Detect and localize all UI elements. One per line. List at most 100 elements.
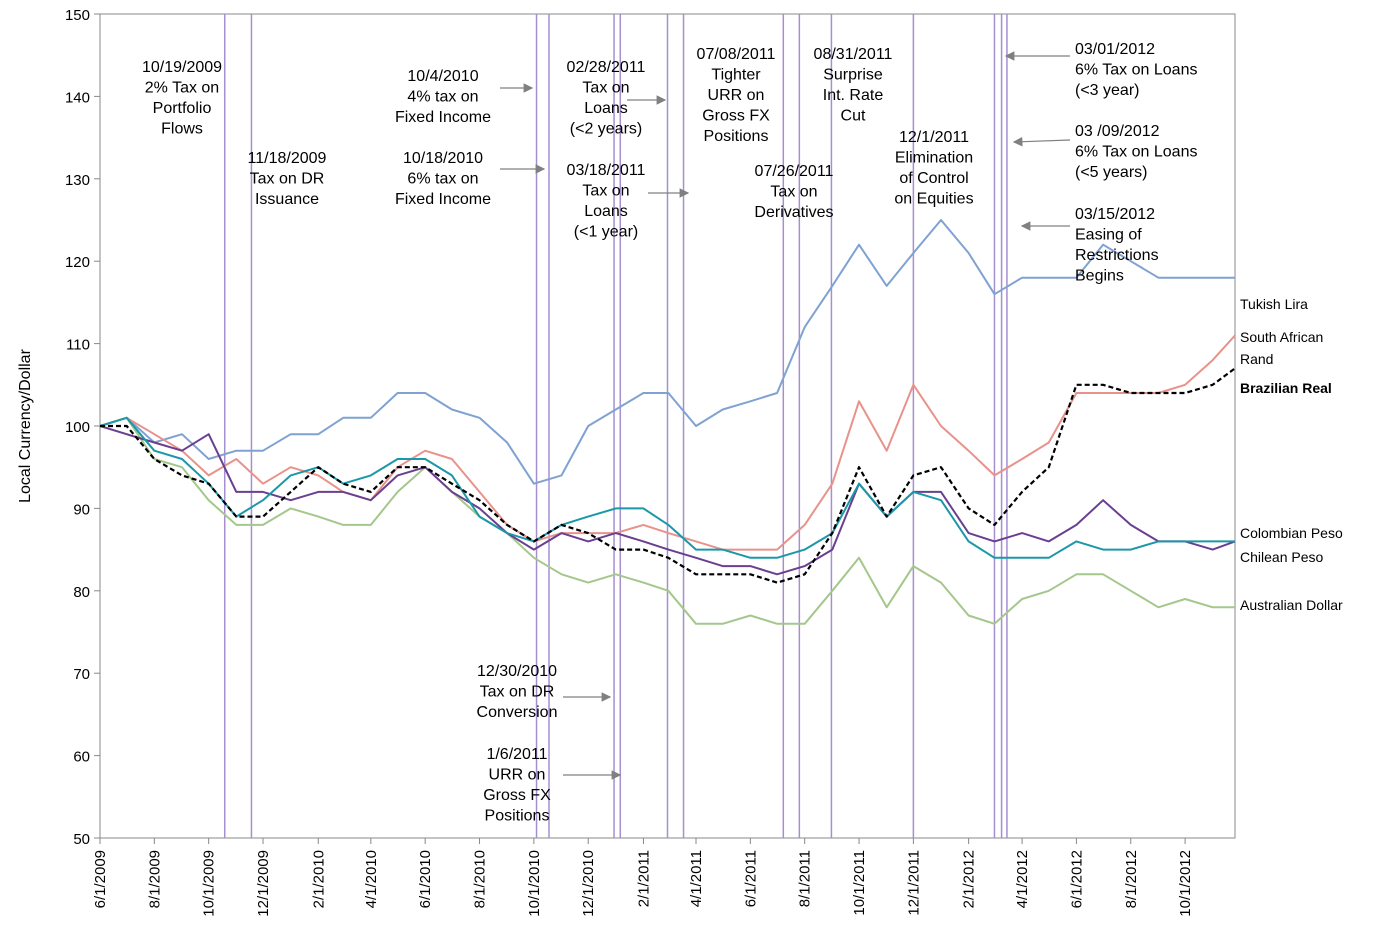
x-tick-label: 4/1/2010 [363,850,380,908]
annotation-text: Loans [584,100,628,117]
y-tick-label: 120 [65,254,90,271]
annotation-text: Tax on [582,183,629,200]
x-tick-label: 12/1/2010 [580,850,597,917]
x-tick-label: 6/1/2010 [417,850,434,908]
annotation-text: Tax on [770,184,817,201]
series-line [100,367,1236,584]
x-tick-label: 6/1/2009 [92,850,109,908]
annotation-text: Restrictions [1075,247,1159,264]
annotation-text: Positions [485,808,550,825]
y-tick-label: 150 [65,7,90,24]
annotation-date: 03/15/2012 [1075,206,1155,223]
x-tick-label: 6/1/2012 [1068,850,1085,908]
annotation-date: 03/01/2012 [1075,41,1155,58]
x-tick-label: 8/1/2011 [797,850,814,907]
annotation-text: Fixed Income [395,109,491,126]
y-tick-label: 130 [65,172,90,189]
series-line [99,425,1236,576]
annotation-date: 03/18/2011 [567,162,646,179]
annotation-date: 02/28/2011 [567,59,646,76]
annotation-text: Tax on DR [480,684,555,701]
x-tick-label: 10/1/2010 [526,850,543,917]
series-label: South African Rand [1240,329,1324,367]
annotation-date: 12/30/2010 [477,663,557,680]
y-axis-label: Local Currency/Dollar [17,348,34,503]
annotation-date: 08/31/2011 [814,46,893,63]
annotation-text: (<5 years) [1075,164,1147,181]
annotation-text: of Control [899,170,968,187]
x-tick-label: 4/1/2012 [1014,850,1031,908]
annotation-text: URR on [708,87,765,104]
annotation-text: Fixed Income [395,191,491,208]
series-label: Brazilian Real [1240,380,1332,396]
annotation-text: 6% Tax on Loans [1075,144,1197,161]
annotation-text: Loans [584,203,628,220]
annotation-text: Tighter [711,67,761,84]
series-line [99,219,1235,485]
x-tick-label: 10/1/2009 [201,850,218,917]
annotation-text: Elimination [895,150,973,167]
annotation-arrow [1012,136,1071,147]
series-label: Australian Dollar [1240,597,1343,613]
annotation-date: 12/1/2011 [899,129,969,146]
annotation-text: Surprise [823,67,883,84]
x-tick-label: 8/1/2009 [146,850,163,908]
x-tick-label: 12/1/2009 [255,850,272,917]
y-tick-label: 50 [73,831,90,848]
annotation-text: (<2 years) [570,121,642,138]
series-label: Tukish Lira [1240,296,1308,312]
x-tick-label: 8/1/2010 [472,850,489,908]
annotation-text: Tax on [582,80,629,97]
annotation-text: Cut [841,108,866,125]
annotation-text: Begins [1075,268,1124,285]
y-tick-label: 80 [73,584,90,601]
annotation-text: Gross FX [483,787,551,804]
annotation-text: 2% Tax on [145,80,219,97]
annotation-text: Derivatives [754,204,833,221]
x-tick-label: 10/1/2012 [1177,850,1194,917]
annotation-text: 4% tax on [407,89,478,106]
x-tick-label: 4/1/2011 [688,850,705,907]
annotation-date: 10/4/2010 [407,68,478,85]
annotation-text: Int. Rate [823,87,884,104]
annotation-date: 07/08/2011 [697,46,776,63]
annotation-text: Gross FX [702,108,770,125]
annotation-text: on Equities [894,191,973,208]
annotation-text: Easing of [1075,227,1142,244]
annotation-text: Positions [704,128,769,145]
x-tick-label: 10/1/2011 [851,850,868,916]
annotation-date: 03 /09/2012 [1075,123,1160,140]
annotation-text: 6% tax on [407,171,478,188]
y-tick-label: 100 [65,419,90,436]
series-line [99,334,1236,551]
annotation-text: URR on [489,767,546,784]
y-tick-label: 110 [66,337,90,354]
annotation-text: 6% Tax on Loans [1075,62,1197,79]
x-tick-label: 2/1/2012 [961,850,978,908]
annotation-text: (<3 year) [1075,82,1139,99]
series-label: Chilean Peso [1240,549,1324,565]
annotation-date: 11/18/2009 [248,150,327,167]
series-line [99,416,1235,559]
y-tick-label: 140 [65,89,90,106]
annotation-date: 10/18/2010 [403,150,483,167]
x-tick-label: 12/1/2011 [905,850,922,916]
x-tick-label: 2/1/2010 [310,850,327,908]
annotation-text: Tax on DR [250,171,325,188]
x-tick-label: 8/1/2012 [1123,850,1140,908]
x-tick-label: 2/1/2011 [635,850,652,907]
annotation-date: 07/26/2011 [755,163,834,180]
y-tick-label: 90 [73,501,90,518]
series-line [99,416,1235,625]
x-tick-label: 6/1/2011 [742,850,759,907]
y-tick-label: 70 [73,666,90,683]
annotation-text: Conversion [477,704,558,721]
annotation-text: Issuance [255,191,319,208]
annotation-date: 10/19/2009 [142,59,222,76]
annotation-text: Portfolio [153,100,212,117]
annotation-text: Flows [161,121,203,138]
annotation-text: (<1 year) [574,224,638,241]
annotation-date: 1/6/2011 [486,746,547,763]
